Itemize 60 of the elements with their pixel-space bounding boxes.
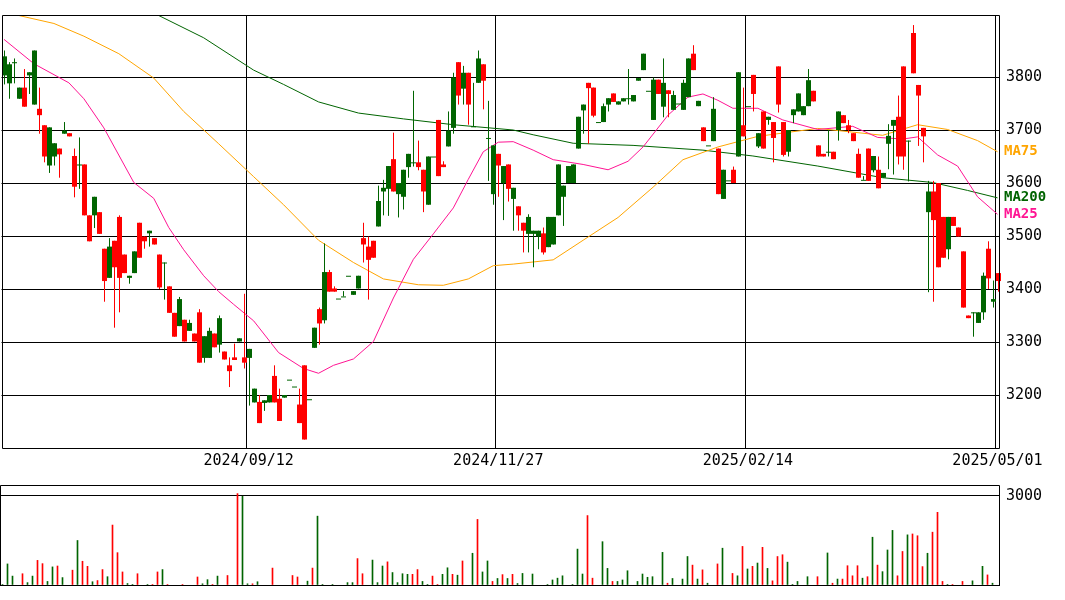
y-tick-label: 3300 bbox=[1006, 331, 1043, 350]
candlestick bbox=[826, 129, 831, 158]
candlestick bbox=[541, 227, 546, 256]
candlestick bbox=[916, 84, 921, 147]
y-tick-label: 3700 bbox=[1006, 119, 1043, 138]
series-label: MA25 bbox=[1004, 204, 1038, 221]
candlestick bbox=[501, 165, 506, 221]
y-tick-label: 3800 bbox=[1006, 66, 1043, 85]
candlestick bbox=[661, 57, 666, 118]
series-label: MA75 bbox=[1004, 142, 1038, 159]
candlestick bbox=[341, 290, 346, 298]
candlestick bbox=[242, 293, 247, 369]
candlestick bbox=[991, 280, 996, 309]
candlestick bbox=[891, 119, 896, 176]
candlestick bbox=[876, 156, 881, 189]
candlestick bbox=[37, 87, 42, 135]
candlestick bbox=[247, 348, 252, 407]
series-label: MA200 bbox=[1004, 188, 1047, 205]
candlestick bbox=[771, 121, 776, 163]
candlestick bbox=[257, 394, 262, 424]
candlestick bbox=[12, 57, 17, 84]
candlestick bbox=[921, 127, 926, 163]
y-tick-label: 3400 bbox=[1006, 278, 1043, 297]
y-tick-label: 3000 bbox=[1006, 485, 1043, 504]
candlestick bbox=[486, 100, 491, 182]
candlestick bbox=[421, 169, 426, 213]
candlestick bbox=[77, 136, 82, 190]
candlestick bbox=[666, 89, 671, 118]
candlestick bbox=[471, 82, 476, 128]
candlestick bbox=[741, 87, 746, 137]
x-tick-label: 2024/09/12 bbox=[203, 450, 294, 469]
candlestick bbox=[886, 123, 891, 170]
candlestick bbox=[92, 196, 97, 229]
y-tick-label: 3600 bbox=[1006, 172, 1043, 191]
candlestick bbox=[162, 262, 167, 301]
candlestick bbox=[836, 110, 841, 142]
x-tick-label: 2025/05/01 bbox=[952, 450, 1043, 469]
candlestick bbox=[496, 153, 501, 198]
candlestick bbox=[856, 148, 861, 179]
candlestick bbox=[521, 222, 526, 253]
y-tick-label: 3500 bbox=[1006, 225, 1043, 244]
candlestick bbox=[416, 140, 421, 171]
candlestick bbox=[481, 63, 486, 110]
candlestick bbox=[861, 175, 866, 181]
candlestick bbox=[227, 356, 232, 388]
y-tick-label: 3200 bbox=[1006, 384, 1043, 403]
candlestick bbox=[361, 222, 366, 263]
candlestick bbox=[22, 68, 27, 108]
candlestick bbox=[317, 307, 322, 346]
x-tick-label: 2024/11/27 bbox=[453, 450, 544, 469]
candlestick bbox=[446, 110, 451, 147]
x-tick-label: 2025/02/14 bbox=[702, 450, 794, 469]
candlestick bbox=[586, 82, 591, 145]
candlestick bbox=[751, 74, 756, 112]
candlestick bbox=[461, 65, 466, 106]
candlestick bbox=[511, 187, 516, 232]
candlestick bbox=[906, 140, 911, 182]
candlestick bbox=[691, 44, 696, 71]
candlestick bbox=[516, 205, 521, 232]
candlestick bbox=[786, 129, 791, 158]
